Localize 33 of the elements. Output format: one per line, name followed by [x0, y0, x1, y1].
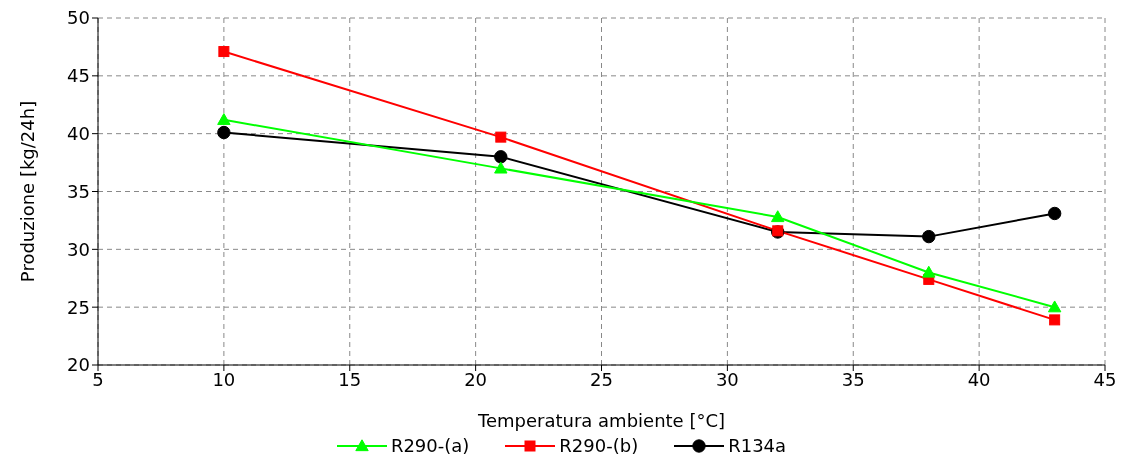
- x-tick-label: 30: [715, 368, 739, 390]
- point: [218, 46, 230, 58]
- point: [494, 161, 508, 174]
- x-tick-label: 5: [92, 368, 104, 390]
- y-tick-label: 35: [67, 180, 90, 202]
- x-tick-label: 15: [338, 368, 362, 390]
- legend-label: R290-(a): [390, 435, 470, 456]
- x-tick-label: 10: [212, 368, 236, 390]
- x-tick-label: 20: [464, 368, 488, 390]
- point: [771, 210, 785, 223]
- y-tick-label: 50: [67, 7, 90, 29]
- point: [1047, 206, 1062, 221]
- point: [217, 125, 231, 140]
- x-tick-label: 45: [1093, 368, 1117, 390]
- point: [1047, 300, 1062, 313]
- x-tick-label: 25: [590, 368, 613, 390]
- x-tick-label: 40: [967, 368, 991, 390]
- point: [1049, 314, 1061, 326]
- y-tick-label: 40: [67, 123, 90, 145]
- x-tick-label: 35: [841, 368, 865, 390]
- point: [922, 265, 936, 278]
- y-tick-label: 45: [67, 65, 90, 87]
- point: [495, 131, 507, 143]
- legend-label: R290-(b): [559, 435, 639, 456]
- point: [922, 229, 936, 244]
- y-axis-title: Produzione [kg/24h]: [17, 100, 39, 283]
- legend-label: R134a: [728, 435, 787, 456]
- y-tick-label: 30: [67, 238, 90, 260]
- point: [494, 150, 508, 164]
- y-tick-label: 20: [67, 354, 90, 376]
- y-tick-label: 25: [67, 296, 90, 318]
- point: [217, 113, 231, 125]
- x-axis-title: Temperatura ambiente [°C]: [476, 410, 726, 431]
